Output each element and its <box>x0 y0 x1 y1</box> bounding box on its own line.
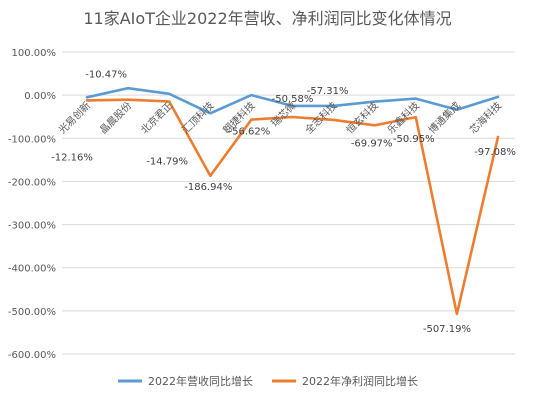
series-lines <box>85 86 500 316</box>
data-label: -97.08% <box>474 147 516 158</box>
legend-entry: 2022年营收同比增长 <box>148 374 253 388</box>
y-axis-tick-labels: 100.00% 0.00% -100.00% -200.00% -300.00% -400… <box>8 48 56 361</box>
x-category-label: 汇顶科技 <box>179 99 216 136</box>
data-label: -507.19% <box>423 324 471 335</box>
grid-lines <box>62 51 515 355</box>
x-category-label: 光易创新 <box>56 99 93 136</box>
chart-title: 11家AIoT企业2022年营收、净利润同比变化体情况 <box>83 9 451 28</box>
y-tick-label: -200.00% <box>8 177 56 188</box>
data-label: -10.47% <box>85 70 127 81</box>
data-label: -186.94% <box>184 182 232 193</box>
data-label: -14.79% <box>146 157 188 168</box>
y-tick-label: -300.00% <box>8 221 56 232</box>
y-tick-label: -500.00% <box>8 307 56 318</box>
net-profit-growth-line <box>85 98 500 316</box>
data-label: -12.16% <box>51 152 93 163</box>
legend-entry: 2022年净利润同比增长 <box>302 374 418 388</box>
x-category-label: 晶晨股份 <box>97 100 134 137</box>
data-label: -57.31% <box>307 86 349 97</box>
data-label: -69.97% <box>351 138 393 149</box>
data-labels: -12.16% -10.47% -14.79% -186.94% -56.62% -50.… <box>51 70 516 335</box>
data-label: -50.58% <box>272 94 314 105</box>
x-category-label: 北京君正 <box>138 99 175 136</box>
revenue-growth-line <box>85 86 500 115</box>
x-category-label: 博通集成 <box>426 99 463 136</box>
y-tick-label: -600.00% <box>8 350 56 361</box>
y-tick-label: 100.00% <box>12 48 57 59</box>
y-tick-label: -400.00% <box>8 264 56 275</box>
y-tick-label: -100.00% <box>8 134 56 145</box>
data-label: -50.95% <box>393 134 435 145</box>
y-tick-label: 0.00% <box>24 91 56 102</box>
legend: 2022年营收同比增长 2022年净利润同比增长 <box>118 374 418 388</box>
data-label: -56.62% <box>229 127 271 138</box>
